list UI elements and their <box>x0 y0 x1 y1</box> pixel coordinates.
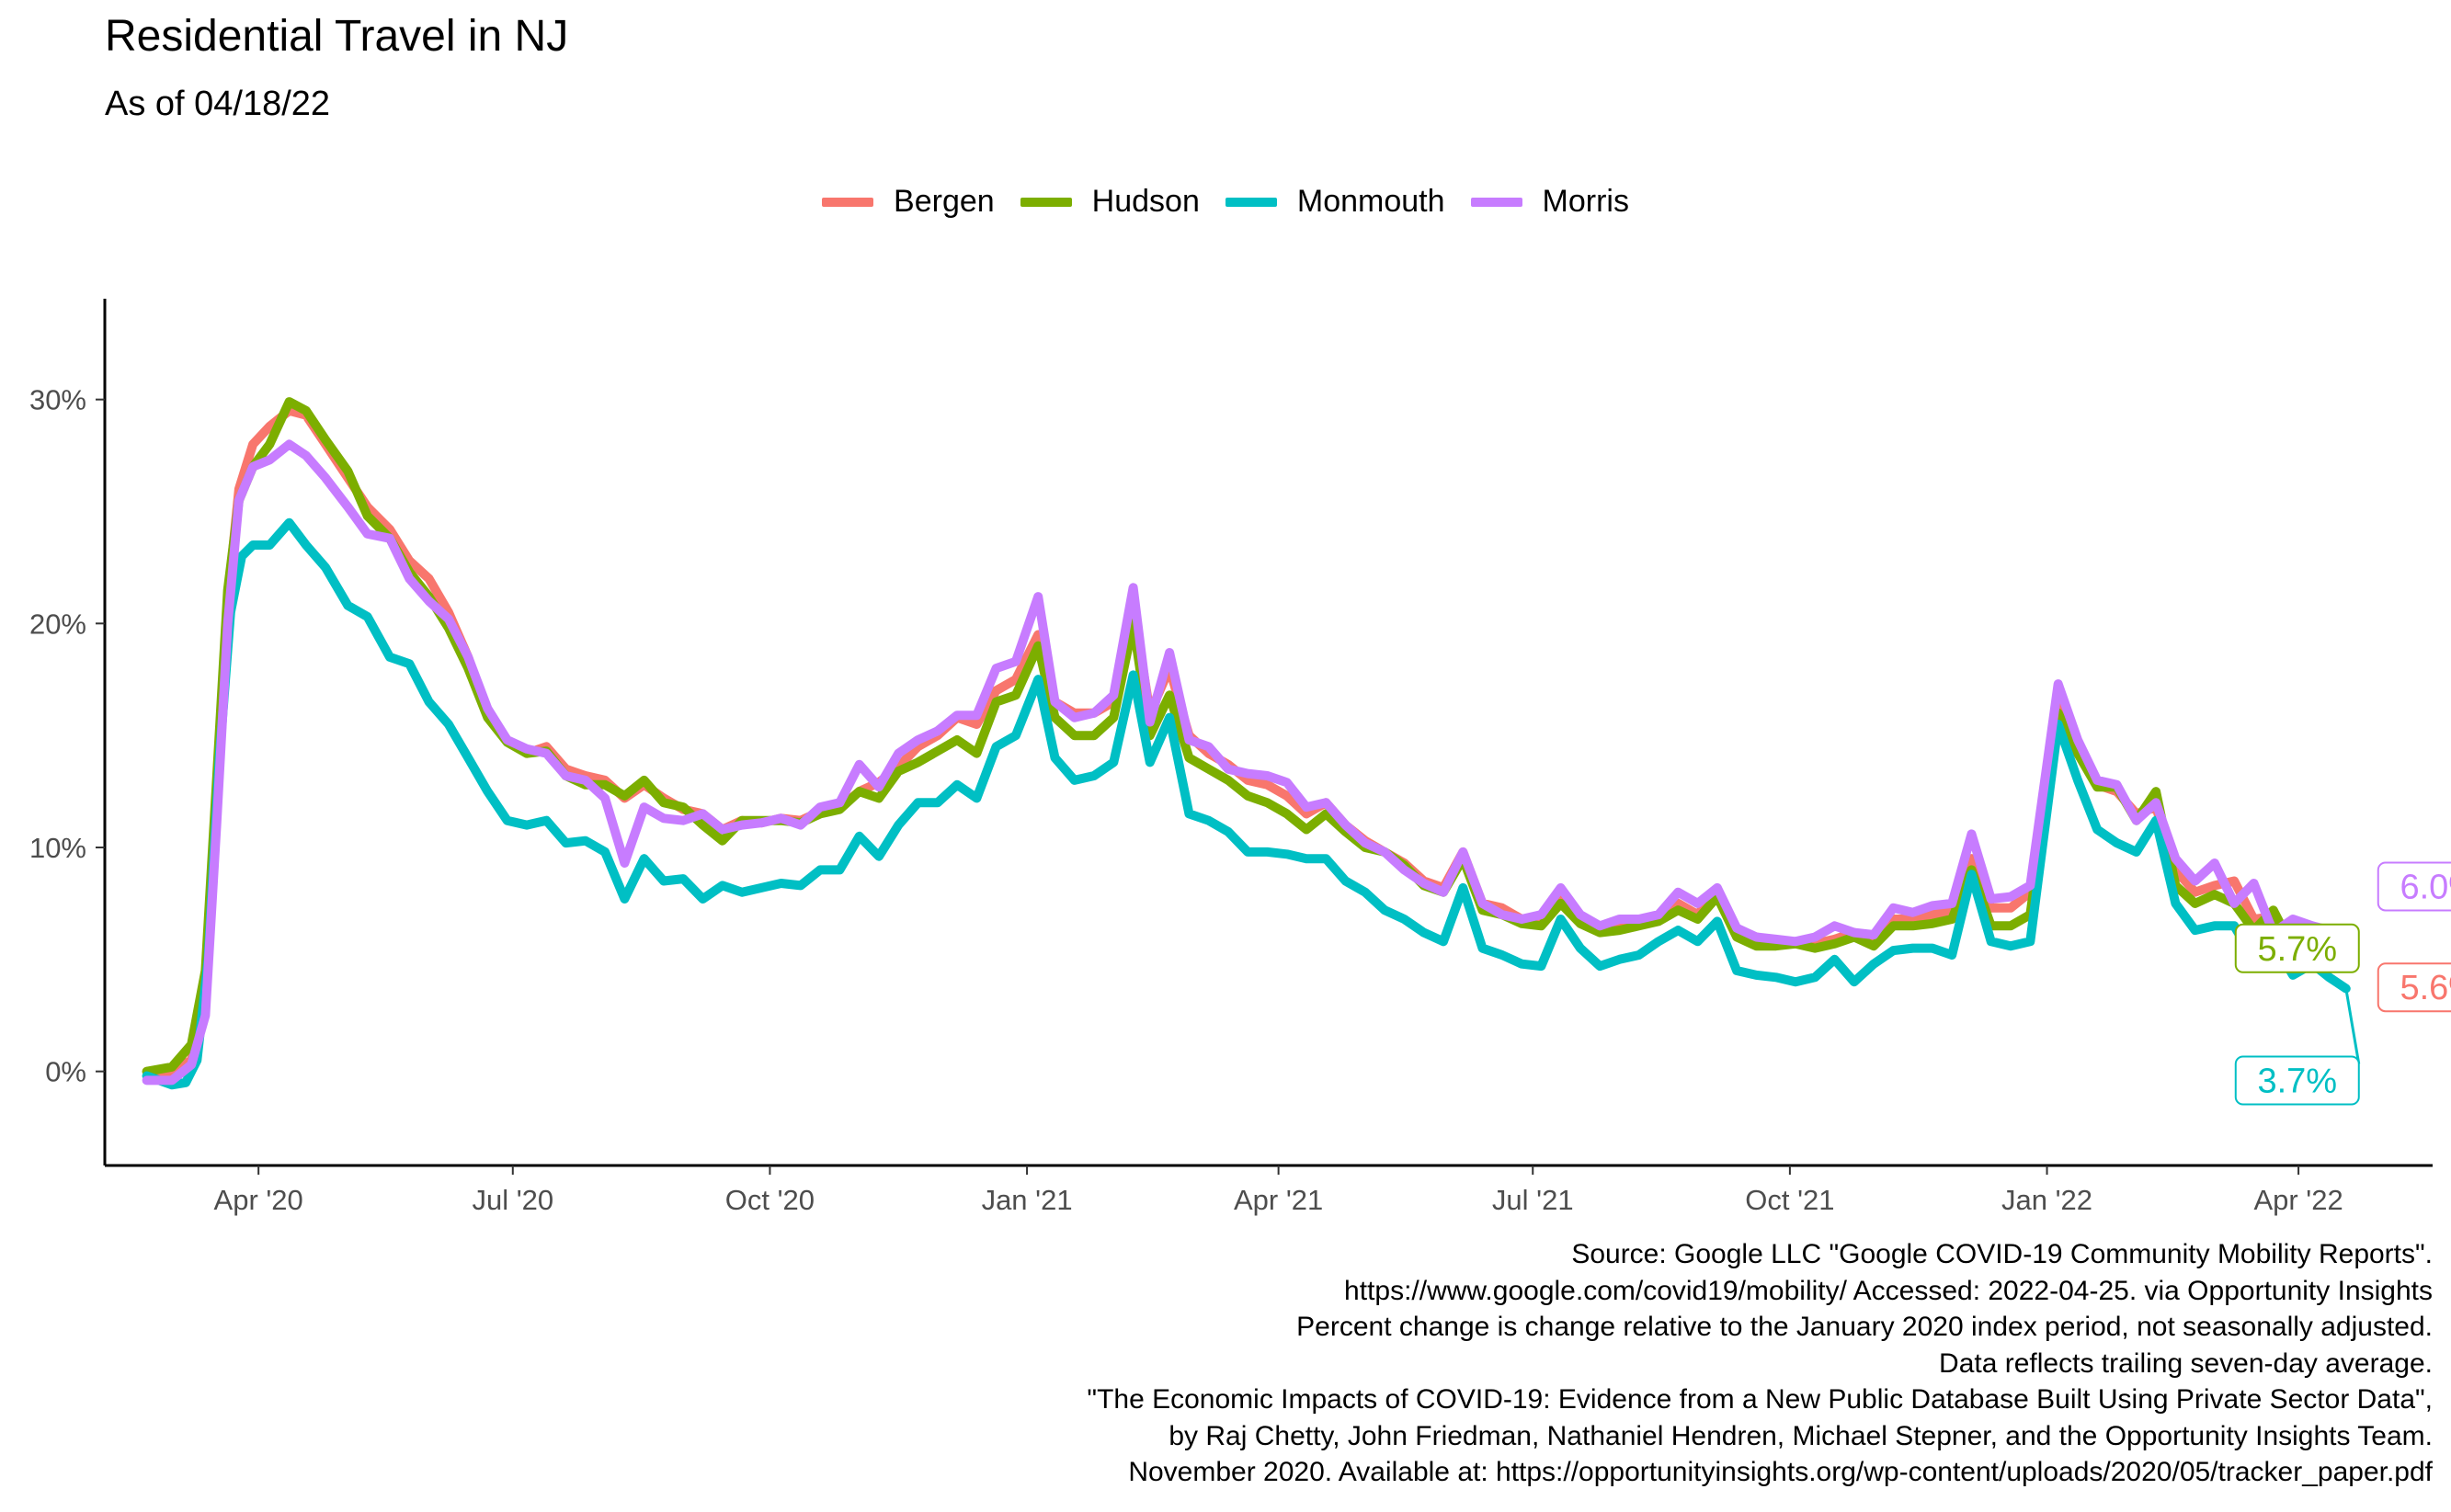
legend-swatch <box>1225 197 1277 207</box>
caption-line: "The Economic Impacts of COVID-19: Evide… <box>1087 1384 2433 1415</box>
x-tick-label: Apr '22 <box>2253 1184 2343 1216</box>
x-tick-label: Apr '20 <box>214 1184 303 1216</box>
x-tick-label: Jan '21 <box>982 1184 1073 1216</box>
caption-line: by Raj Chetty, John Friedman, Nathaniel … <box>1168 1420 2433 1451</box>
caption-line: Data reflects trailing seven-day average… <box>1939 1347 2433 1379</box>
legend: Bergen Hudson Monmouth Morris <box>0 184 2451 220</box>
legend-label: Morris <box>1542 184 1629 219</box>
y-tick-label: 30% <box>29 384 86 416</box>
end-label-box-morris <box>2377 861 2451 912</box>
legend-item-morris: Morris <box>1470 184 1629 220</box>
y-tick-label: 0% <box>45 1056 86 1088</box>
series-line-morris <box>142 439 2351 1086</box>
legend-item-monmouth: Monmouth <box>1225 184 1445 220</box>
end-label-monmouth: 3.7% <box>2257 1063 2337 1101</box>
legend-swatch <box>822 197 874 207</box>
caption-line: November 2020. Available at: https://opp… <box>1128 1457 2433 1487</box>
end-label-bergen: 5.6% <box>2400 969 2451 1007</box>
x-tick-label: Jan '22 <box>2001 1184 2092 1216</box>
caption: Source: Google LLC "Google COVID-19 Comm… <box>1087 1236 2433 1491</box>
chart-area: 0% 10% 20% 30% Apr '20 Jul '20 Oct '20 Jan '21 A… <box>29 299 2451 1216</box>
legend-label: Bergen <box>894 184 995 219</box>
end-label-leader-monmouth <box>2344 988 2361 1064</box>
legend-item-hudson: Hudson <box>1020 184 1200 220</box>
series-line-bergen <box>142 405 2351 1076</box>
y-tick-label: 20% <box>29 608 86 640</box>
x-tick-label: Apr '21 <box>1234 1184 1323 1216</box>
legend-item-bergen: Bergen <box>822 184 995 220</box>
chart-subtitle: As of 04/18/22 <box>105 85 331 123</box>
series-line-monmouth <box>142 517 2351 1090</box>
x-tick-label: Jul '21 <box>1492 1184 1574 1216</box>
legend-label: Monmouth <box>1296 184 1445 219</box>
x-tick-label: Oct '21 <box>1745 1184 1834 1216</box>
end-label-box-hudson <box>2234 923 2360 973</box>
legend-label: Hudson <box>1091 184 1200 219</box>
caption-line: https://www.google.com/covid19/mobility/… <box>1344 1275 2433 1306</box>
end-label-box-monmouth <box>2234 1055 2360 1106</box>
series-line-hudson <box>142 397 2351 1076</box>
caption-line: Source: Google LLC "Google COVID-19 Comm… <box>1571 1239 2433 1269</box>
y-tick-label: 10% <box>29 832 86 864</box>
caption-line: Percent change is change relative to the… <box>1296 1312 2433 1342</box>
chart-title: Residential Travel in NJ <box>105 12 569 61</box>
end-label-hudson: 5.7% <box>2257 930 2337 969</box>
x-tick-label: Oct '20 <box>725 1184 815 1216</box>
legend-swatch <box>1470 197 1522 207</box>
end-label-box-bergen <box>2377 962 2451 1013</box>
end-label-morris: 6.0% <box>2400 868 2451 906</box>
x-tick-label: Jul '20 <box>472 1184 553 1216</box>
legend-swatch <box>1020 197 1072 207</box>
